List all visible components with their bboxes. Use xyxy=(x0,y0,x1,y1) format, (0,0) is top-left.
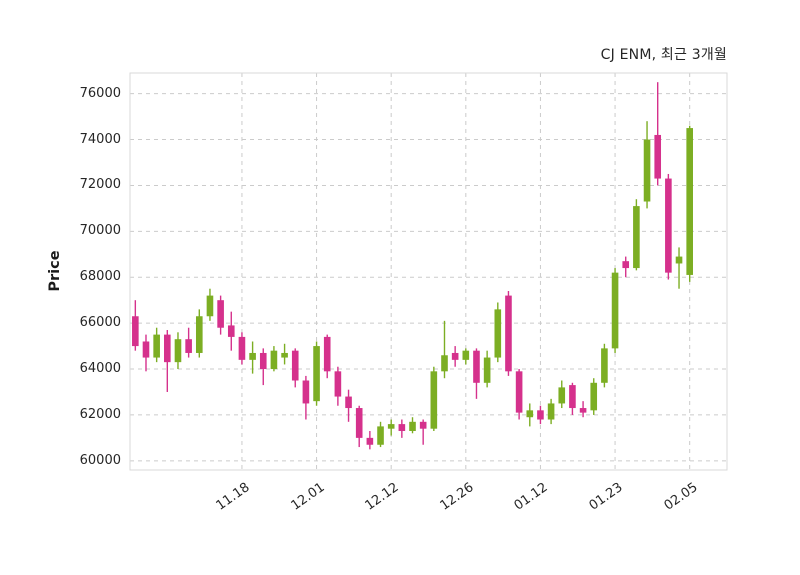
candle-body-up xyxy=(206,295,214,317)
candle-body-down xyxy=(419,421,427,429)
candle-body-up xyxy=(281,352,288,358)
candle-body-down xyxy=(622,261,630,269)
candle-body-down xyxy=(291,350,299,381)
candle-body-up xyxy=(558,387,566,404)
candle-body-up xyxy=(387,424,395,429)
candle-body-down xyxy=(302,380,310,404)
candle-body-up xyxy=(611,272,619,349)
candle-body-down xyxy=(451,352,459,360)
y-tick-label: 72000 xyxy=(79,177,121,193)
candle-body-up xyxy=(590,382,598,411)
candle-body-up xyxy=(195,316,203,353)
candle-body-up xyxy=(153,334,160,358)
y-tick-label: 70000 xyxy=(79,223,121,239)
candle-body-down xyxy=(505,295,512,372)
plot-border xyxy=(129,72,728,471)
candle-body-up xyxy=(249,352,256,360)
candle-body-up xyxy=(174,339,182,363)
candle-body-up xyxy=(601,348,608,383)
candle-body-down xyxy=(654,134,662,179)
candle-body-down xyxy=(515,371,523,413)
y-tick-label: 76000 xyxy=(79,85,121,101)
y-tick-label: 68000 xyxy=(79,269,121,285)
candle-body-up xyxy=(409,421,416,431)
candle-body-up xyxy=(526,410,534,418)
candle-body-down xyxy=(227,325,235,337)
candle-body-down xyxy=(185,339,192,353)
candle-body-down xyxy=(366,437,374,445)
y-tick-label: 74000 xyxy=(79,131,121,147)
candle-body-down xyxy=(142,341,150,358)
candle-body-up xyxy=(441,355,448,372)
candle-body-down xyxy=(398,424,406,431)
candle-body-down xyxy=(164,334,171,363)
candle-body-up xyxy=(547,403,555,420)
candle-body-down xyxy=(238,336,246,360)
candle-body-up xyxy=(430,371,438,429)
candle-body-down xyxy=(355,408,363,438)
candle-body-down xyxy=(473,350,480,383)
candle-body-down xyxy=(132,316,139,347)
y-tick-label: 60000 xyxy=(79,452,121,468)
candle-body-down xyxy=(345,396,352,409)
candle-body-down xyxy=(665,178,672,273)
candle-body-down xyxy=(334,371,342,397)
candle-body-up xyxy=(494,309,502,358)
candle-body-down xyxy=(537,410,544,420)
candle-body-up xyxy=(313,346,320,402)
candle-body-up xyxy=(377,426,384,445)
y-tick-label: 66000 xyxy=(79,315,121,331)
candle-body-down xyxy=(569,385,576,409)
candle-body-down xyxy=(217,300,224,328)
y-tick-label: 62000 xyxy=(79,406,121,422)
candle-body-down xyxy=(259,352,267,370)
chart-title: CJ ENM, 최근 3개월 xyxy=(600,47,727,63)
candle-body-up xyxy=(270,350,278,370)
candle-body-up xyxy=(483,357,491,383)
candle-body-up xyxy=(462,350,470,360)
candle-body-up xyxy=(633,206,640,269)
candle-body-down xyxy=(579,408,587,413)
candle-body-up xyxy=(675,256,683,264)
y-tick-label: 64000 xyxy=(79,361,121,377)
candle-body-up xyxy=(686,128,693,275)
candle-body-down xyxy=(323,336,331,372)
candle-body-up xyxy=(643,139,651,202)
